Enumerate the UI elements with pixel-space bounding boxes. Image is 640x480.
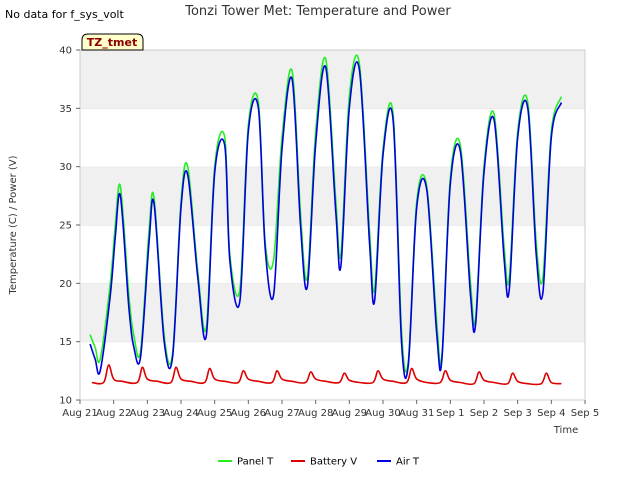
x-tick-label: Aug 27 xyxy=(264,408,299,419)
y-tick-label: 10 xyxy=(59,396,72,407)
x-tick-label: Aug 23 xyxy=(130,408,165,419)
y-axis-ticks: 10 15 20 25 30 35 40 xyxy=(59,46,80,407)
y-tick-label: 30 xyxy=(59,162,72,173)
grid-band xyxy=(80,225,585,284)
x-tick-label: Aug 31 xyxy=(399,408,434,419)
y-tick-label: 15 xyxy=(59,337,72,348)
grid-band xyxy=(80,50,585,109)
x-axis-label: Time xyxy=(553,425,578,436)
x-tick-label: Sep 4 xyxy=(537,408,565,419)
x-tick-label: Aug 22 xyxy=(96,408,131,419)
legend-label: Panel T xyxy=(237,457,274,468)
grid-band xyxy=(80,341,585,400)
series-layer xyxy=(89,54,563,386)
x-tick-label: Aug 25 xyxy=(197,408,232,419)
x-tick-label: Aug 24 xyxy=(163,408,198,419)
site-tag: TZ_tmet xyxy=(81,33,144,51)
site-tag-box xyxy=(81,33,144,51)
x-tick-label: Aug 26 xyxy=(231,408,266,419)
y-tick-label: 40 xyxy=(59,46,72,57)
x-tick-label: Aug 21 xyxy=(62,408,97,419)
x-tick-label: Sep 3 xyxy=(503,408,531,419)
legend-label: Battery V xyxy=(310,457,357,468)
y-axis-label: Temperature (C) / Power (V) xyxy=(8,155,19,295)
y-tick-label: 25 xyxy=(59,221,72,232)
x-tick-label: Sep 1 xyxy=(436,408,464,419)
series-line-air-t xyxy=(89,61,563,379)
y-tick-label: 35 xyxy=(59,104,72,115)
legend-label: Air T xyxy=(396,457,420,468)
chart-title: Tonzi Tower Met: Temperature and Power xyxy=(184,4,451,19)
no-data-note: No data for f_sys_volt xyxy=(5,8,124,21)
x-tick-label: Aug 28 xyxy=(298,408,333,419)
y-tick-label: 20 xyxy=(59,279,72,290)
site-tag-label: TZ_tmet xyxy=(87,36,137,49)
series-line-battery-v xyxy=(91,364,562,386)
x-tick-label: Sep 5 xyxy=(571,408,599,419)
x-tick-label: Aug 29 xyxy=(332,408,367,419)
legend: Panel T Battery V Air T xyxy=(218,457,420,468)
x-tick-label: Sep 2 xyxy=(470,408,498,419)
x-tick-label: Aug 30 xyxy=(365,408,400,419)
